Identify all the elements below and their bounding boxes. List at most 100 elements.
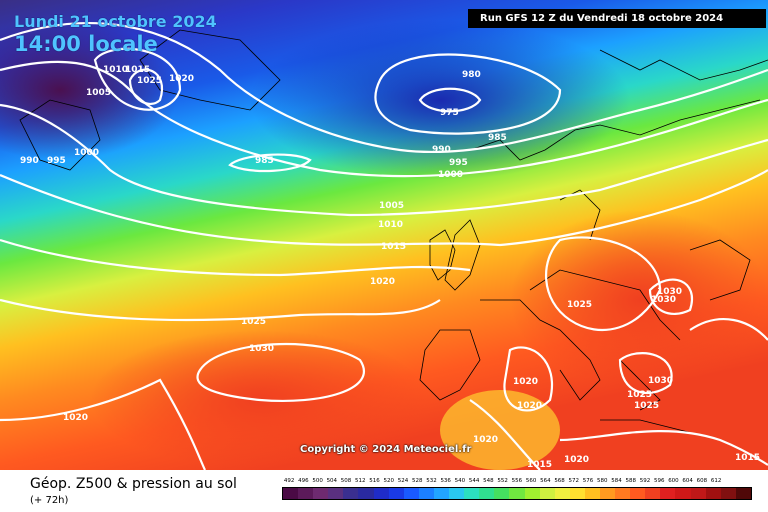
scale-tick-label: 532 (426, 478, 437, 484)
scale-tick-label: 588 (625, 478, 636, 484)
valid-time: 14:00 locale (14, 32, 158, 56)
scale-swatch (675, 488, 691, 499)
scale-tick-label: 572 (568, 478, 580, 484)
scale-swatch (630, 488, 646, 499)
scale-swatch (313, 488, 329, 499)
isobar-label: 1025 (137, 76, 162, 86)
isobar-label: 1010 (378, 220, 403, 230)
scale-tick-label: 540 (454, 478, 466, 484)
scale-tick-label: 584 (611, 478, 622, 484)
scale-tick-label: 536 (440, 478, 451, 484)
scale-swatch (418, 488, 434, 499)
isobar-label: 1020 (517, 401, 542, 411)
scale-tick-label: 592 (639, 478, 651, 484)
isobar-label: 1020 (473, 435, 498, 445)
scale-swatch (690, 488, 706, 499)
map-canvas: 1010 1015 1025 1020 1005 990 995 1000 98… (0, 0, 768, 470)
scale-tick-label: 560 (525, 478, 537, 484)
scale-swatch (403, 488, 419, 499)
isobar-label: 1030 (648, 376, 673, 386)
scale-swatch (539, 488, 555, 499)
isobar-label: 1000 (74, 148, 99, 158)
isobar-label: 990 (432, 145, 451, 155)
scale-tick-label: 516 (369, 478, 380, 484)
isobars (0, 22, 768, 470)
isobar-label: 985 (255, 156, 274, 166)
scale-tick-label: 544 (468, 478, 480, 484)
isobar-label: 1020 (169, 74, 194, 84)
isobar-label: 1015 (735, 453, 760, 463)
scale-swatch (449, 488, 465, 499)
isobar-label: 1030 (657, 287, 682, 297)
scale-swatch (509, 488, 525, 499)
scale-swatch (464, 488, 480, 499)
isobar-label: 1015 (125, 65, 150, 75)
isobar-label: 1030 (651, 295, 676, 305)
color-scale-labels: 492 496 500 504 508 512 516 520 524 528 532 536 540 5… (282, 478, 752, 484)
scale-tick-label: 604 (682, 478, 693, 484)
scale-tick-label: 568 (554, 478, 565, 484)
isobar-label: 1015 (527, 460, 552, 470)
scale-tick-label: 496 (298, 478, 309, 484)
legend-footer: Géop. Z500 & pression au sol (+ 72h) 492… (0, 470, 768, 512)
scale-swatch (645, 488, 661, 499)
hot-core-shading (510, 210, 768, 390)
isobar-label: 995 (449, 158, 468, 168)
color-scale-swatches (282, 487, 752, 500)
scale-tick-label: 552 (497, 478, 508, 484)
scale-tick-label: 580 (597, 478, 608, 484)
scale-tick-label: 520 (383, 478, 395, 484)
scale-tick-label: 548 (483, 478, 494, 484)
scale-tick-label: 600 (668, 478, 679, 484)
scale-tick-label: 556 (511, 478, 523, 484)
isobar-label: 990 (20, 156, 39, 166)
scale-swatch (328, 488, 344, 499)
isobar-label: 985 (488, 133, 507, 143)
isobar-label: 1025 (627, 390, 652, 400)
scale-tick-label: 524 (397, 478, 409, 484)
scale-tick-label: 576 (582, 478, 594, 484)
scale-swatch (524, 488, 540, 499)
isobar-label: 1020 (564, 455, 589, 465)
isobar-label: 1020 (513, 377, 538, 387)
scale-swatch (494, 488, 510, 499)
scale-swatch (554, 488, 570, 499)
scale-swatch (584, 488, 600, 499)
scale-tick-label: 504 (326, 478, 338, 484)
scale-tick-label: 528 (411, 478, 423, 484)
isobar-label: 975 (440, 108, 459, 118)
forecast-lead-time: (+ 72h) (30, 495, 69, 506)
low-pressure-shading (250, 20, 630, 180)
isobar-label: 1020 (370, 277, 395, 287)
scale-swatch (479, 488, 495, 499)
isobar-label: 1025 (634, 401, 659, 411)
scale-swatch (283, 488, 299, 499)
scale-swatch (343, 488, 359, 499)
scale-swatch (660, 488, 676, 499)
scale-tick-label: 492 (283, 478, 295, 484)
scale-tick-label: 608 (696, 478, 708, 484)
isobar-label: 1025 (241, 317, 266, 327)
copyright-notice: Copyright © 2024 Meteociel.fr (300, 444, 472, 455)
scale-tick-label: 564 (540, 478, 551, 484)
valid-date: Lundi 21 octobre 2024 (14, 12, 217, 31)
purple-trough-shading (0, 20, 180, 160)
scale-tick-label: 500 (312, 478, 323, 484)
isobar-label: 1000 (438, 170, 463, 180)
isobar-label: 1025 (567, 300, 592, 310)
scale-swatch (720, 488, 736, 499)
isobar-label: 980 (462, 70, 481, 80)
isobar-label: 1010 (103, 65, 128, 75)
scale-swatch (388, 488, 404, 499)
scale-tick-label: 508 (340, 478, 352, 484)
scale-tick-label: 596 (653, 478, 665, 484)
isobar-label: 1005 (86, 88, 111, 98)
isobar-label: 1005 (379, 201, 404, 211)
isobar-label: 1015 (381, 242, 406, 252)
map-title: Géop. Z500 & pression au sol (30, 476, 237, 492)
scale-swatch (705, 488, 721, 499)
weather-map: 1010 1015 1025 1020 1005 990 995 1000 98… (0, 0, 768, 470)
scale-swatch (599, 488, 616, 499)
scale-swatch (735, 488, 751, 499)
isobar-label: 995 (47, 156, 66, 166)
